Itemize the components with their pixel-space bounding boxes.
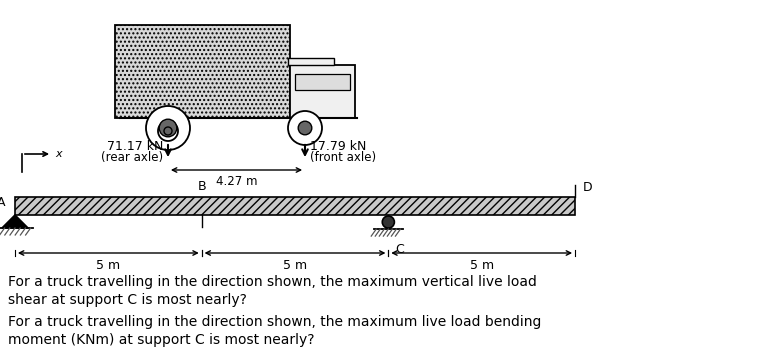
Text: moment (KNm) at support C is most nearly?: moment (KNm) at support C is most nearly… — [8, 332, 314, 346]
Text: 71.17 kN: 71.17 kN — [106, 140, 163, 154]
Text: For a truck travelling in the direction shown, the maximum live load bending: For a truck travelling in the direction … — [8, 314, 541, 328]
Text: x: x — [55, 149, 62, 159]
Bar — [295, 74, 350, 90]
Text: D: D — [583, 181, 593, 194]
Circle shape — [160, 119, 177, 137]
Bar — [115, 25, 290, 118]
Bar — [290, 65, 355, 118]
Text: C: C — [396, 243, 404, 256]
Text: 17.79 kN: 17.79 kN — [310, 140, 367, 154]
Circle shape — [158, 121, 178, 141]
Text: shear at support C is most nearly?: shear at support C is most nearly? — [8, 293, 247, 307]
Bar — [15, 197, 575, 215]
Text: 4.27 m: 4.27 m — [216, 175, 257, 188]
Circle shape — [288, 111, 322, 145]
Circle shape — [298, 121, 312, 135]
Text: (front axle): (front axle) — [310, 151, 376, 164]
Polygon shape — [2, 215, 28, 228]
Circle shape — [382, 216, 394, 228]
Text: (rear axle): (rear axle) — [101, 150, 163, 163]
Text: 5 m: 5 m — [283, 259, 307, 272]
Circle shape — [146, 106, 190, 150]
Text: A: A — [0, 196, 5, 210]
Text: B: B — [197, 180, 206, 193]
Text: 5 m: 5 m — [470, 259, 493, 272]
Bar — [288, 58, 333, 65]
Text: For a truck travelling in the direction shown, the maximum vertical live load: For a truck travelling in the direction … — [8, 275, 537, 289]
Text: 5 m: 5 m — [96, 259, 120, 272]
Circle shape — [164, 127, 172, 135]
